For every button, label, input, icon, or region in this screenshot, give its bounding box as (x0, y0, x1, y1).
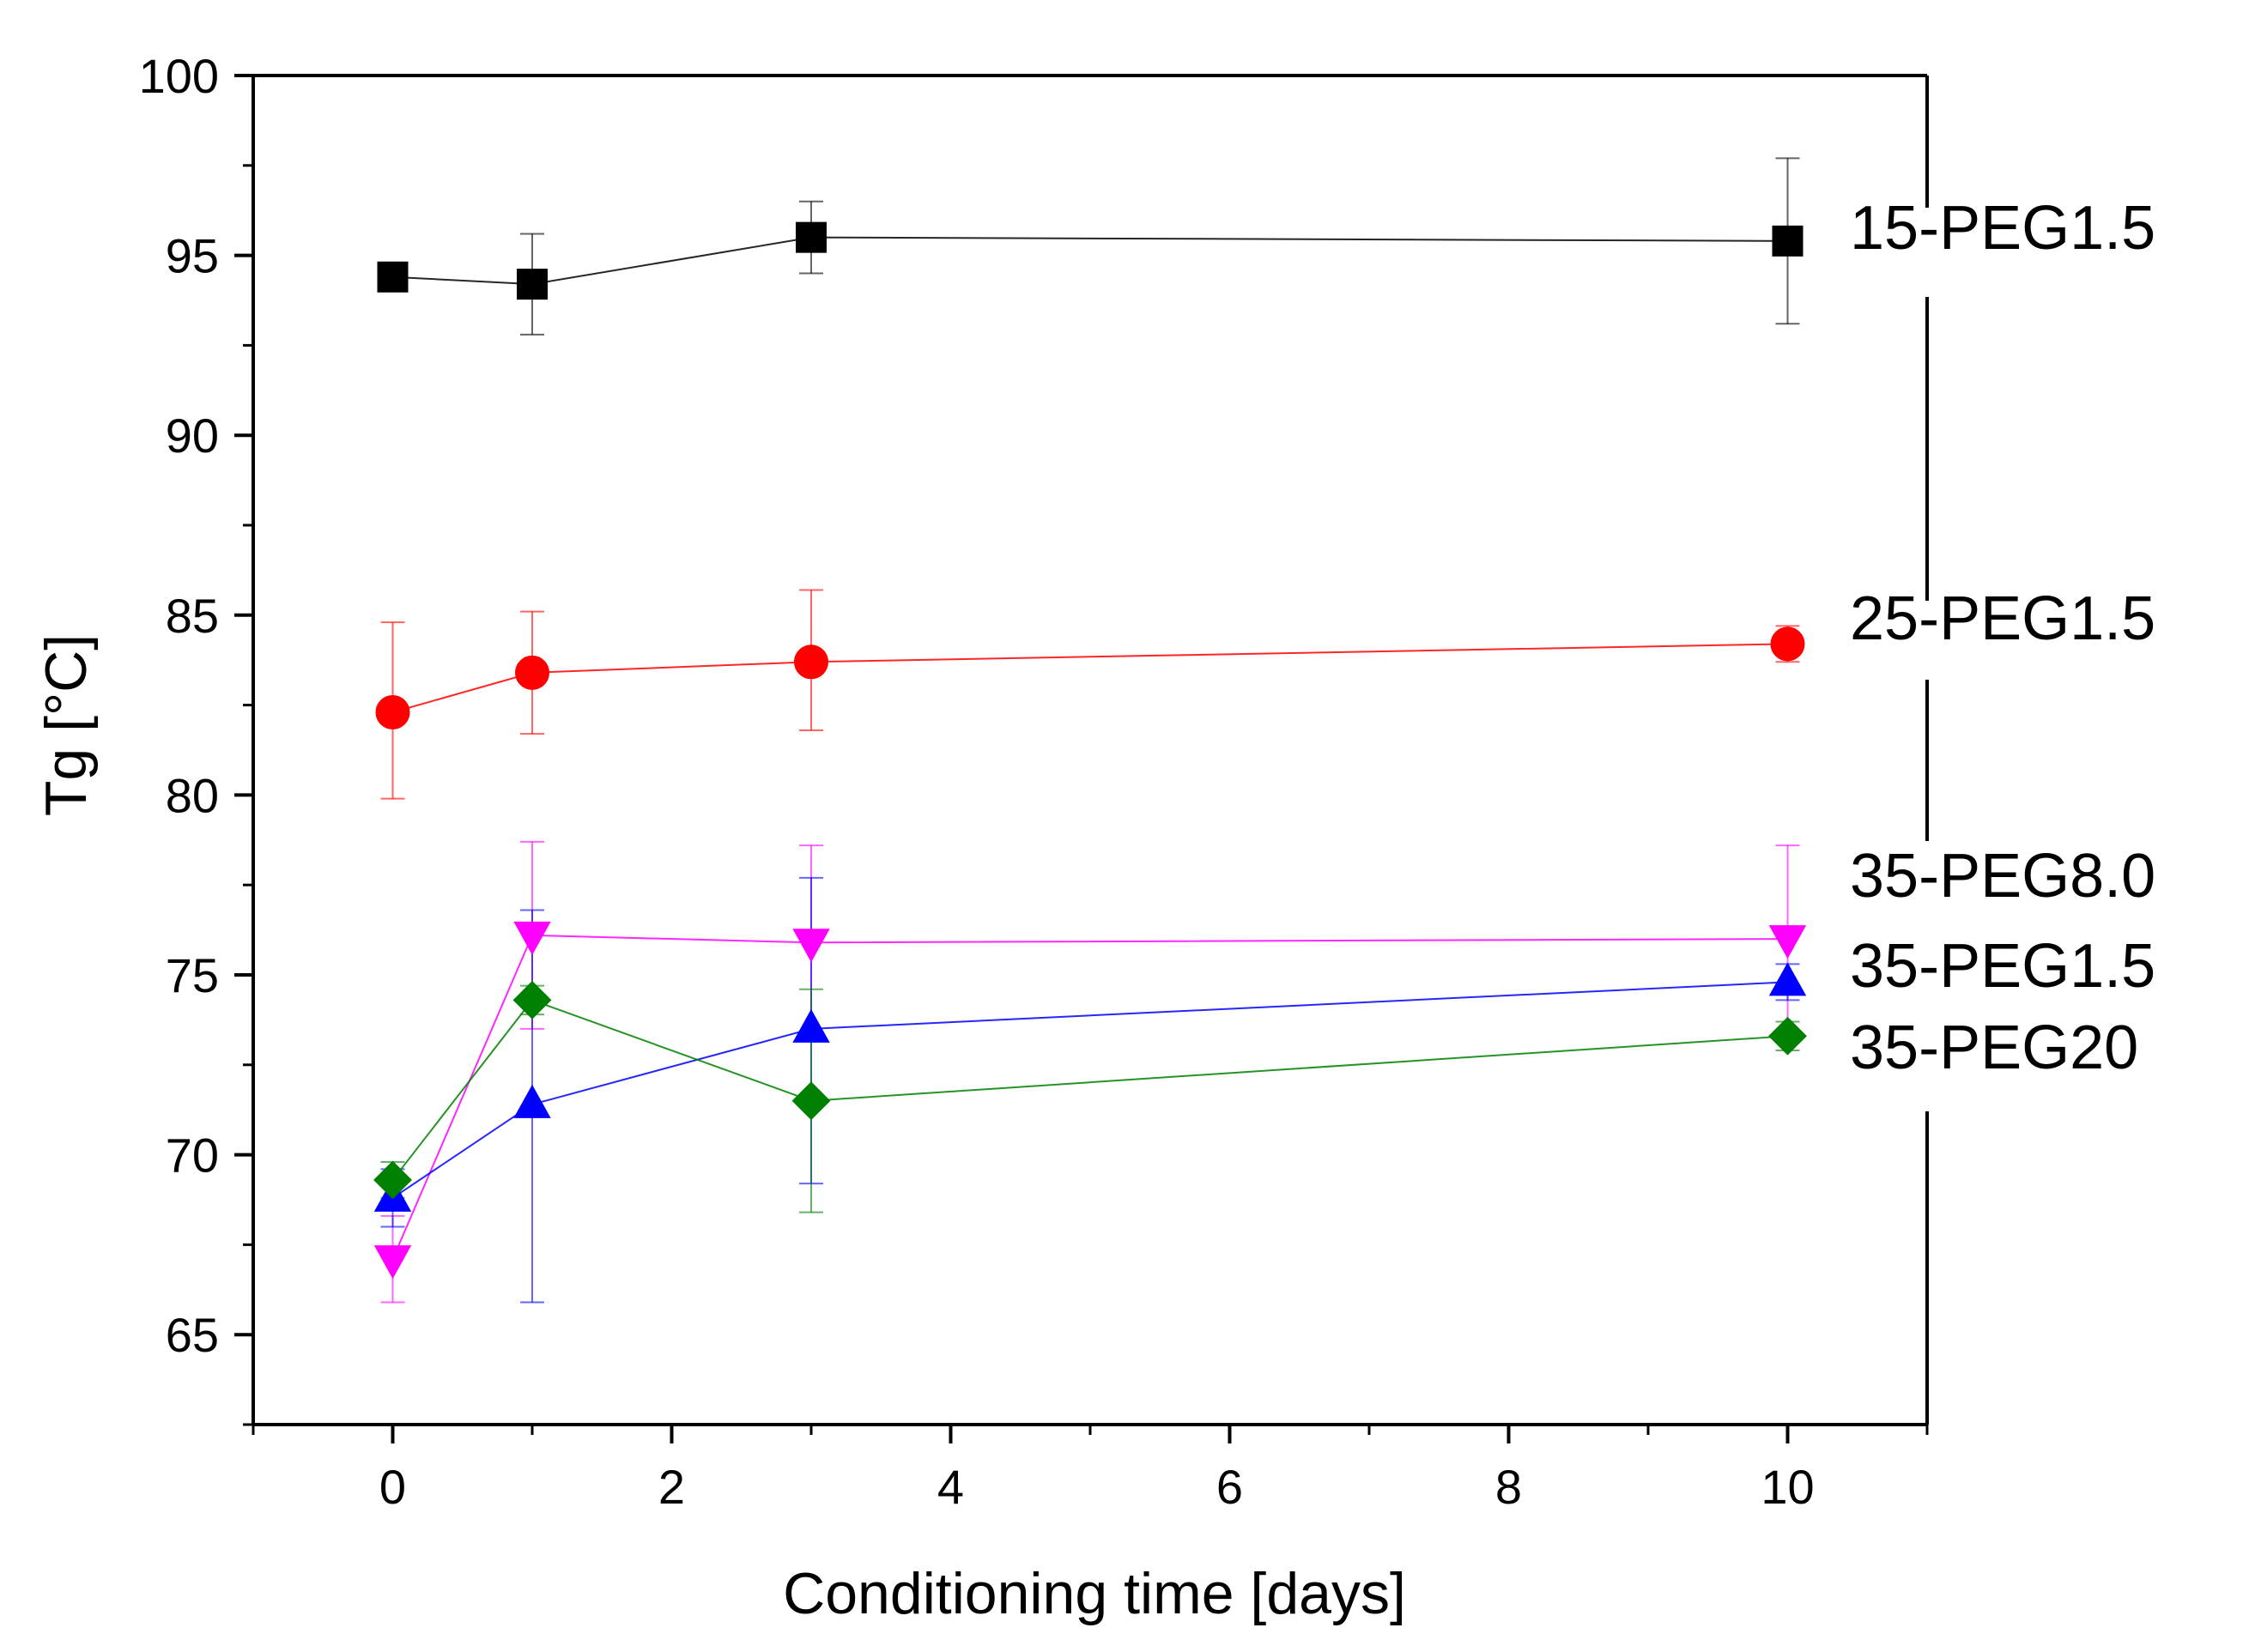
data-point (373, 1160, 412, 1200)
x-tick-label-2: 2 (658, 1460, 685, 1514)
data-point (792, 1008, 830, 1043)
series-line-2 (391, 934, 1788, 1260)
series-label-2: 35-PEG8.0 (1850, 842, 2155, 911)
y-tick-label-65: 65 (166, 1308, 219, 1362)
data-point (792, 929, 830, 963)
x-tick-label-10: 10 (1761, 1460, 1814, 1514)
data-point (1768, 925, 1807, 959)
series-lines (391, 236, 1788, 1260)
data-point (377, 261, 409, 293)
series-line-4 (391, 999, 1788, 1181)
data-point (513, 921, 551, 955)
series-label-0: 15-PEG1.5 (1850, 194, 2155, 263)
data-point (517, 269, 548, 300)
series-labels: 15-PEG1.5 25-PEG1.5 35-PEG8.0 35-PEG1.5 35-P… (1850, 194, 2155, 1082)
data-point (791, 1081, 831, 1121)
y-axis-title: Tg [°C] (33, 634, 99, 816)
y-tick-label-95: 95 (166, 229, 219, 283)
series-line-3 (391, 981, 1788, 1199)
data-point (1772, 225, 1803, 257)
series-label-1: 25-PEG1.5 (1850, 584, 2155, 653)
x-tick-label-4: 4 (937, 1460, 964, 1514)
data-point (796, 221, 827, 253)
data-point (375, 694, 410, 729)
data-point (1768, 1016, 1807, 1056)
y-tick-label-80: 80 (166, 768, 219, 822)
x-tick-label-0: 0 (379, 1460, 406, 1514)
y-tick-label-90: 90 (166, 408, 219, 463)
y-tick-label-75: 75 (166, 948, 219, 1002)
series-line-0 (392, 236, 1788, 286)
x-axis-title: Conditioning time [days] (783, 1561, 1406, 1626)
y-tick-label-100: 100 (139, 49, 219, 103)
data-point (373, 1245, 412, 1280)
y-tick-label-85: 85 (166, 589, 219, 643)
x-tick-label-6: 6 (1216, 1460, 1243, 1514)
series-label-3: 35-PEG1.5 (1850, 932, 2155, 1001)
data-point (1770, 626, 1805, 662)
series-line-1 (392, 643, 1788, 713)
x-tick-label-8: 8 (1495, 1460, 1522, 1514)
data-point (512, 980, 552, 1020)
data-point (513, 1084, 551, 1118)
series-label-4: 35-PEG20 (1850, 1014, 2138, 1082)
data-point (1768, 962, 1807, 996)
axes: 0 2 4 6 8 10 65 70 75 80 85 90 95 100 (139, 49, 1929, 1514)
error-bars (380, 157, 1800, 1304)
y-tick-label-70: 70 (166, 1129, 219, 1183)
data-point (794, 644, 828, 680)
series-markers (373, 221, 1807, 1280)
data-point (515, 655, 549, 690)
